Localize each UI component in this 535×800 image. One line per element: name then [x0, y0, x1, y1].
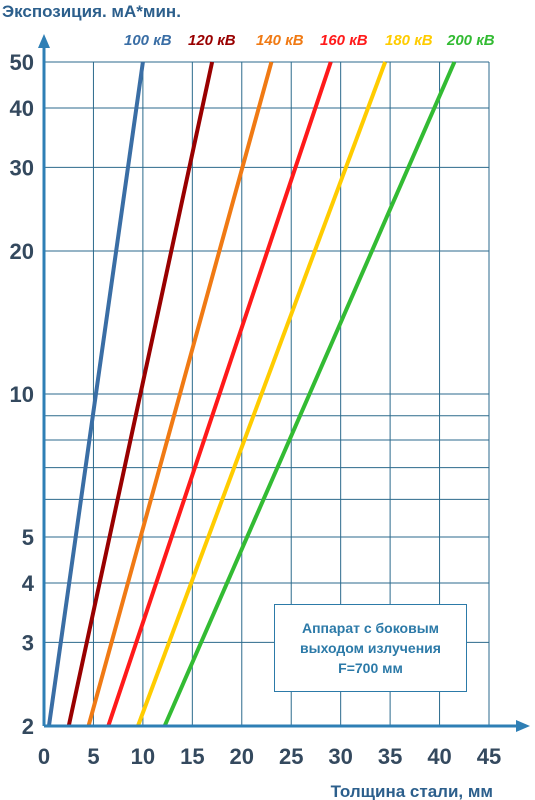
x-axis-arrow: [516, 720, 530, 732]
x-tick-25: 25: [279, 744, 303, 769]
device-note-line1: Аппарат с боковым: [301, 620, 440, 636]
series-lines: [46, 61, 457, 727]
x-axis-label: Толщина стали, мм: [331, 782, 493, 800]
x-tick-5: 5: [87, 744, 99, 769]
series-line-4: [136, 61, 388, 727]
x-tick-35: 35: [378, 744, 402, 769]
x-tick-0: 0: [38, 744, 50, 769]
series-line-0: [46, 61, 145, 727]
y-tick-3: 3: [22, 630, 34, 655]
x-tick-20: 20: [230, 744, 254, 769]
y-tick-40: 40: [10, 96, 34, 121]
series-label-0: 100 кВ: [124, 32, 172, 49]
y-tick-30: 30: [10, 155, 34, 180]
y-tick-5: 5: [22, 525, 34, 550]
series-label-5: 200 кВ: [446, 32, 495, 49]
series-label-2: 140 кВ: [256, 32, 304, 49]
axes: [38, 34, 530, 732]
series-line-5: [162, 61, 457, 727]
y-axis-label: Экспозиция. мА*мин.: [2, 2, 181, 21]
y-axis-arrow: [38, 34, 50, 48]
x-tick-45: 45: [477, 744, 501, 769]
series-line-1: [66, 61, 215, 727]
x-tick-15: 15: [180, 744, 204, 769]
series-label-4: 180 кВ: [385, 32, 433, 49]
device-note: Аппарат с боковым выходом излучения F=70…: [274, 604, 467, 692]
device-note-line3: F=700 мм: [338, 660, 403, 676]
series-line-2: [86, 61, 274, 727]
y-tick-50: 50: [10, 50, 34, 75]
y-tick-2: 2: [22, 714, 34, 739]
series-line-3: [106, 61, 333, 727]
y-tick-10: 10: [10, 382, 34, 407]
series-label-1: 120 кВ: [188, 32, 236, 49]
series-label-3: 160 кВ: [320, 32, 368, 49]
x-tick-40: 40: [427, 744, 451, 769]
x-tick-10: 10: [131, 744, 155, 769]
y-tick-4: 4: [22, 571, 35, 596]
y-tick-20: 20: [10, 239, 34, 264]
x-tick-30: 30: [328, 744, 352, 769]
device-note-line2: выходом излучения: [300, 640, 441, 656]
series-labels: 100 кВ 120 кВ 140 кВ 160 кВ 180 кВ 200 кВ: [124, 32, 495, 49]
